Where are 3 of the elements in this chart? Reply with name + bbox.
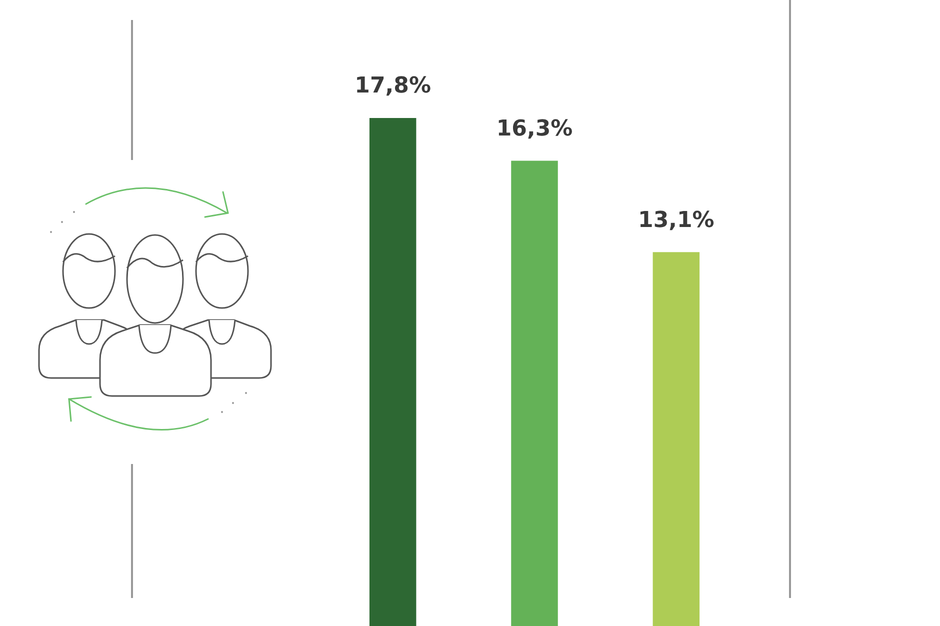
data-label: 16,3% <box>496 116 573 142</box>
data-label: 13,1% <box>638 208 714 233</box>
data-label: 17,8% <box>354 74 431 99</box>
